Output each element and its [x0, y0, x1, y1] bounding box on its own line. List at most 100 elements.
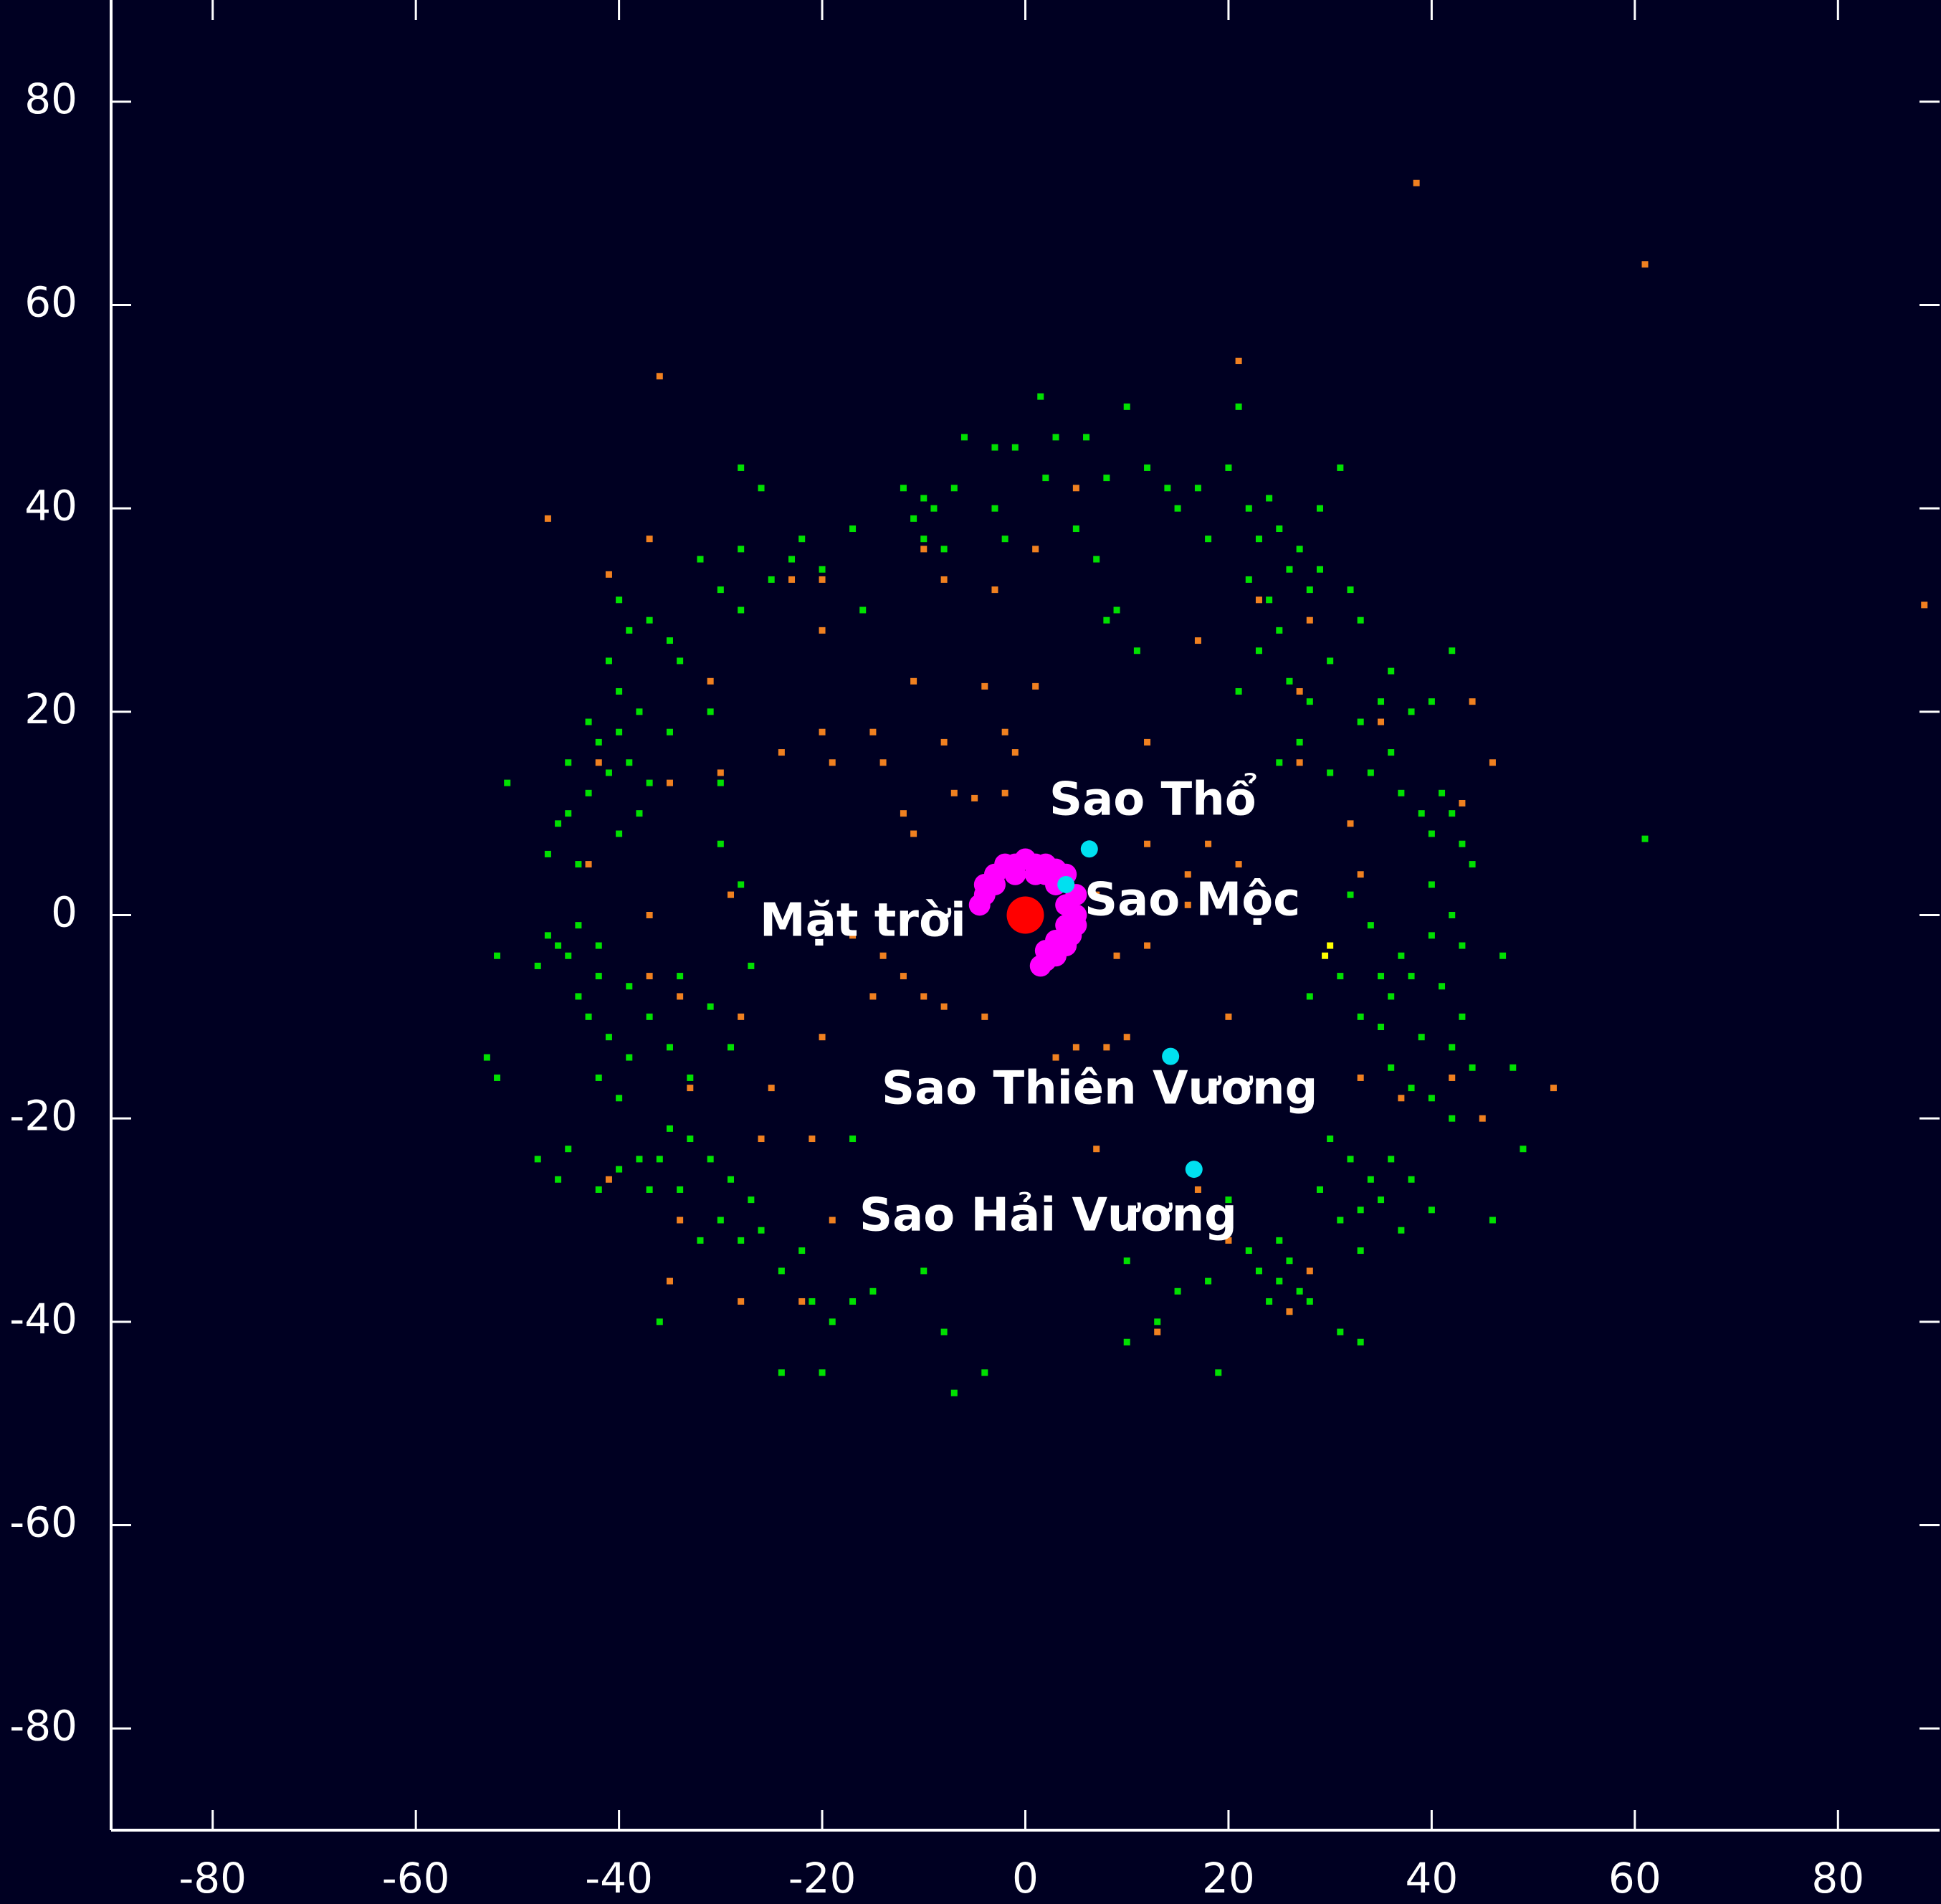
point [1641, 261, 1649, 268]
point [677, 657, 684, 665]
point [1194, 1186, 1201, 1193]
point [1428, 830, 1435, 837]
point [1072, 525, 1079, 533]
point [1388, 993, 1395, 1000]
point [758, 1227, 765, 1234]
point [1357, 617, 1364, 624]
point [1388, 1156, 1395, 1163]
point [1398, 1227, 1405, 1234]
point [991, 586, 998, 594]
point [778, 1267, 785, 1275]
point [778, 1369, 785, 1376]
point [616, 1095, 623, 1102]
point [1439, 983, 1446, 990]
point [1225, 464, 1232, 471]
point [595, 759, 602, 766]
point [1286, 1257, 1293, 1265]
point [1327, 657, 1334, 665]
x-tick-label: 40 [1405, 1854, 1458, 1903]
y-tick-label: 20 [24, 685, 77, 733]
point [707, 708, 714, 715]
point [940, 738, 948, 746]
point [738, 546, 745, 553]
point [1235, 687, 1242, 695]
point [616, 596, 623, 604]
point [1032, 546, 1039, 553]
point [1255, 596, 1262, 604]
body-label: Sao Thiên Vương [882, 1062, 1317, 1115]
point [1245, 576, 1252, 583]
point [1286, 566, 1293, 573]
point [666, 637, 673, 644]
y-tick-label: 60 [24, 278, 77, 327]
point [1113, 606, 1120, 614]
point [1276, 1237, 1283, 1244]
point [1367, 1176, 1374, 1183]
point [1449, 1044, 1456, 1051]
x-tick-label: -40 [585, 1854, 653, 1903]
point [1276, 525, 1283, 533]
point [1428, 932, 1435, 939]
point [900, 485, 907, 492]
point [910, 515, 917, 522]
point [605, 571, 612, 578]
body-marker [1162, 1047, 1180, 1065]
point [565, 952, 572, 959]
point [483, 1054, 490, 1061]
point [626, 1054, 633, 1061]
point [687, 1085, 694, 1092]
point [1316, 566, 1323, 573]
point [585, 718, 592, 725]
point [534, 1156, 541, 1163]
point [1103, 1044, 1110, 1051]
point [1052, 1054, 1059, 1061]
point [1133, 647, 1140, 654]
point [1032, 682, 1039, 690]
point [738, 1237, 745, 1244]
point [1357, 871, 1364, 878]
point [677, 1186, 684, 1193]
point [605, 1176, 612, 1183]
point [1337, 1217, 1344, 1224]
point [738, 464, 745, 471]
point [1072, 1044, 1079, 1051]
point [666, 779, 673, 786]
point [950, 485, 958, 492]
point [1154, 1328, 1161, 1336]
point [983, 873, 1006, 895]
point [1266, 495, 1273, 502]
x-tick-label: 60 [1608, 1854, 1661, 1903]
point [748, 962, 755, 969]
point [1093, 891, 1100, 898]
point [1449, 647, 1456, 654]
body-label: Sao Hải Vương [859, 1189, 1237, 1242]
point [798, 1247, 806, 1255]
point [646, 617, 653, 624]
point [940, 1328, 948, 1336]
point [575, 922, 582, 929]
point [1144, 464, 1151, 471]
point [1316, 505, 1323, 512]
body-label: Mặt trời [760, 895, 966, 948]
body-label: Sao Thổ [1049, 773, 1256, 827]
point [677, 973, 684, 980]
x-tick-label: 80 [1811, 1854, 1864, 1903]
point [626, 627, 633, 634]
point [1306, 1298, 1313, 1305]
point [809, 1136, 816, 1143]
point [1327, 942, 1334, 949]
point [1428, 1095, 1435, 1102]
point [1413, 179, 1420, 186]
y-tick-label: 40 [24, 481, 77, 530]
point [1113, 952, 1120, 959]
point [1337, 973, 1344, 980]
y-tick-label: -60 [9, 1498, 77, 1547]
point [1235, 403, 1242, 410]
point [595, 1074, 602, 1081]
point [1469, 1064, 1476, 1071]
point [1322, 952, 1329, 959]
point [738, 606, 745, 614]
point [605, 769, 612, 776]
point [1347, 1156, 1354, 1163]
point [717, 586, 724, 594]
